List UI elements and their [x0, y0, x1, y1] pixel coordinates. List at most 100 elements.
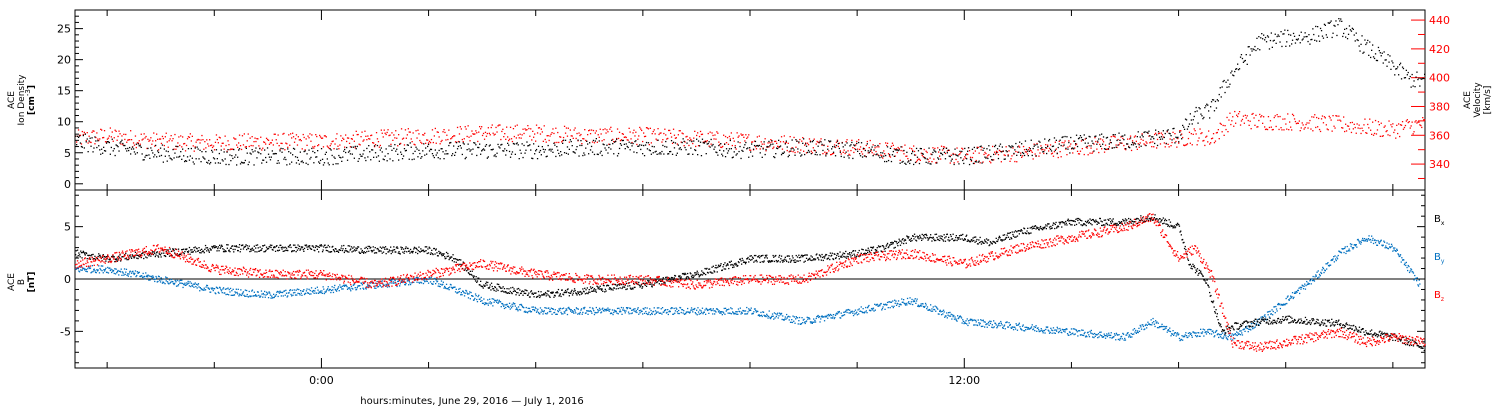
by-series-point: [909, 297, 911, 299]
velocity-series-point: [751, 141, 754, 143]
by-series-point: [1137, 330, 1139, 332]
velocity-series-point: [139, 143, 141, 145]
by-series-point: [1308, 283, 1310, 285]
velocity-series-point: [743, 136, 745, 138]
velocity-series-point: [333, 148, 335, 150]
density-series-point: [1121, 135, 1123, 137]
by-series-point: [1310, 283, 1312, 285]
velocity-series-point: [511, 140, 514, 143]
velocity-series-point: [1101, 148, 1103, 150]
density-series-point: [1032, 147, 1034, 150]
velocity-series-point: [971, 156, 974, 159]
density-series-point: [500, 144, 502, 146]
by-series-point: [1362, 237, 1364, 240]
density-series-point: [772, 143, 774, 145]
velocity-series-point: [926, 151, 928, 154]
by-series-point: [448, 289, 450, 291]
density-tick-label: 5: [64, 147, 71, 160]
velocity-series-point: [863, 148, 866, 150]
by-series-point: [482, 302, 484, 304]
by-series-point: [872, 307, 875, 309]
density-series-point: [1079, 135, 1082, 137]
density-series-point: [233, 148, 235, 151]
by-series-point: [577, 308, 579, 310]
density-series-point: [634, 140, 636, 143]
velocity-series-point: [585, 139, 587, 142]
density-series-point: [352, 146, 354, 148]
velocity-series-point: [998, 149, 1001, 151]
velocity-series-point: [134, 135, 137, 137]
by-series-point: [377, 286, 379, 288]
velocity-series-point: [1025, 151, 1028, 153]
by-series-point: [639, 312, 641, 314]
by-series-point: [202, 289, 205, 291]
velocity-series-point: [463, 138, 465, 140]
velocity-series-point: [356, 134, 358, 136]
by-series-point: [707, 309, 709, 311]
by-series-point: [1110, 334, 1112, 336]
density-series-point: [996, 148, 999, 150]
density-series-point: [216, 158, 218, 160]
density-series-point: [1031, 154, 1033, 157]
by-series-point: [270, 297, 272, 299]
by-series-point: [463, 292, 465, 294]
by-series-point: [641, 310, 643, 312]
velocity-series-point: [1003, 154, 1005, 156]
density-series-point: [859, 155, 862, 157]
velocity-series-point: [311, 134, 313, 136]
density-series-point: [974, 161, 976, 163]
velocity-series-point: [1083, 153, 1085, 156]
by-series-point: [837, 311, 839, 313]
density-series-point: [268, 156, 271, 158]
by-series-point: [1151, 322, 1154, 324]
by-series-point: [630, 312, 632, 315]
by-series-point: [337, 287, 339, 289]
velocity-series-point: [1091, 152, 1093, 154]
by-series-point: [1234, 337, 1236, 340]
velocity-series-point: [417, 129, 419, 131]
by-series-point: [1144, 328, 1146, 330]
density-series-point: [527, 145, 529, 147]
density-series-point: [829, 140, 831, 143]
by-series-point: [1031, 324, 1033, 326]
density-series-point: [259, 148, 261, 150]
by-series-point: [133, 273, 135, 276]
by-series-point: [1105, 335, 1107, 337]
velocity-series-point: [468, 136, 470, 138]
velocity-series-point: [401, 138, 404, 140]
density-series-point: [891, 154, 894, 156]
velocity-series-point: [903, 153, 905, 155]
density-series-point: [859, 153, 861, 155]
by-series-point: [1371, 235, 1373, 237]
density-series-point: [804, 153, 806, 156]
density-series-point: [203, 157, 205, 159]
velocity-series-point: [97, 138, 99, 140]
velocity-series-point: [620, 139, 623, 141]
by-series-point: [1227, 336, 1229, 338]
density-series-point: [1416, 71, 1418, 73]
velocity-series-point: [1262, 122, 1264, 124]
velocity-series-point: [1381, 135, 1383, 137]
by-series-point: [456, 292, 458, 294]
by-series-point: [1163, 325, 1165, 328]
velocity-series-point: [1416, 122, 1418, 124]
density-series-point: [1080, 136, 1083, 139]
density-series-point: [1048, 140, 1050, 142]
velocity-series-point: [494, 133, 496, 135]
velocity-series-point: [800, 149, 802, 151]
density-series-point: [643, 144, 645, 147]
density-series-point: [163, 148, 165, 150]
velocity-series-point: [859, 146, 862, 148]
by-series-point: [303, 289, 305, 291]
velocity-series-point: [1048, 147, 1051, 149]
density-series-point: [257, 151, 259, 153]
velocity-series-point: [893, 148, 895, 150]
by-series-point: [349, 288, 351, 290]
density-series-point: [1324, 24, 1326, 26]
density-series-point: [731, 157, 733, 159]
velocity-series-point: [558, 141, 560, 144]
by-series-point: [400, 280, 403, 282]
by-series-point: [1080, 334, 1082, 336]
density-series-point: [1078, 137, 1081, 139]
density-series-point: [1368, 54, 1370, 56]
